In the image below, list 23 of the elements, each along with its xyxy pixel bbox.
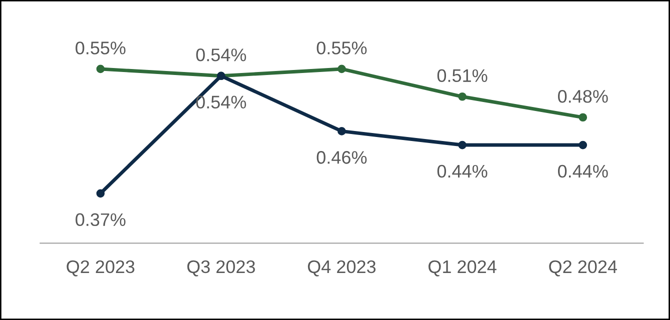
data-label: 0.48% (558, 90, 608, 103)
x-tick-label: Q4 2023 (308, 260, 376, 276)
point (338, 64, 346, 74)
data-label: 0.44% (437, 164, 488, 178)
point (96, 64, 105, 74)
point (578, 113, 588, 122)
point (578, 140, 588, 150)
point (338, 127, 346, 136)
data-label: 0.54% (196, 96, 246, 109)
data-label: 0.55% (76, 42, 126, 54)
data-label: 0.46% (316, 151, 367, 164)
x-tick-label: Q1 2024 (428, 260, 496, 276)
x-tick-label: Q3 2023 (187, 260, 255, 276)
data-label: 0.55% (316, 42, 367, 54)
data-label: 0.44% (558, 164, 608, 178)
x-tick-label: Q2 2024 (549, 260, 618, 276)
point (96, 189, 105, 198)
point (458, 140, 466, 150)
data-label: 0.37% (76, 213, 126, 226)
point (458, 92, 466, 101)
data-label: 0.54% (196, 48, 246, 62)
data-label: 0.51% (437, 69, 488, 82)
x-tick-label: Q2 2023 (66, 260, 134, 276)
